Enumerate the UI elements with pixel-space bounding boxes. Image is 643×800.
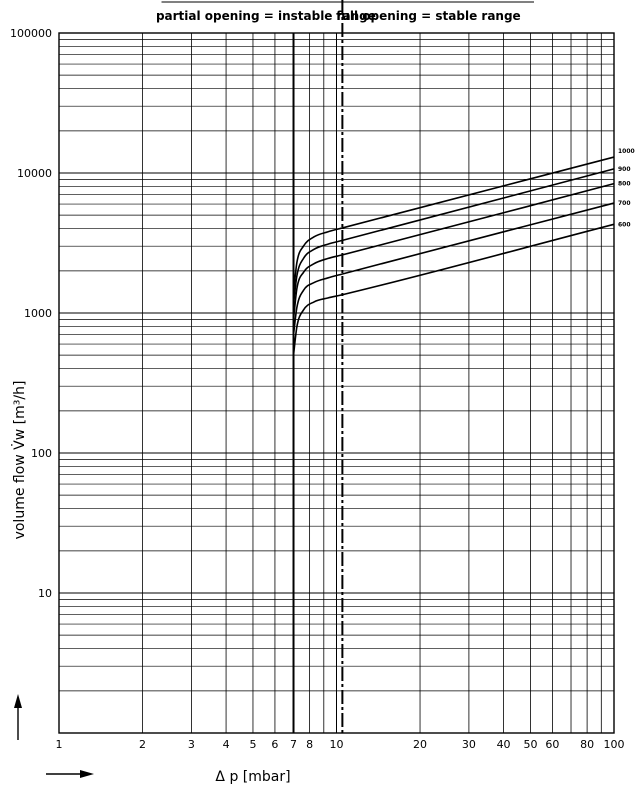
- series-group: 1000 900 800 700 600: [292, 148, 635, 356]
- x-tick-label: 10: [330, 738, 344, 751]
- y-tick-label: 100: [31, 447, 52, 460]
- y-direction-arrow-icon: [14, 694, 22, 740]
- series-line-1000: [292, 156, 615, 293]
- y-tick-label: 10000: [17, 167, 52, 180]
- y-tick-label: 100000: [10, 27, 52, 40]
- x-tick-label: 40: [497, 738, 511, 751]
- x-tick-label: 6: [271, 738, 278, 751]
- x-tick-label: 30: [462, 738, 476, 751]
- partial-opening-label: partial opening = instable range: [156, 9, 376, 23]
- series-label-700: 700: [618, 200, 631, 207]
- x-tick-label: 4: [223, 738, 230, 751]
- boundary-lines: [292, 0, 344, 733]
- x-tick-label: 20: [413, 738, 427, 751]
- x-tick-label: 8: [306, 738, 313, 751]
- x-tick-label: 1: [56, 738, 63, 751]
- region-header: partial opening = instable range full op…: [156, 1, 534, 23]
- x-direction-arrow-icon: [46, 770, 94, 778]
- y-tick-label: 1000: [24, 307, 52, 320]
- x-tick-label: 3: [188, 738, 195, 751]
- series-line-600: [292, 223, 615, 356]
- series-label-600: 600: [618, 221, 631, 228]
- series-line-900: [292, 168, 615, 305]
- y-axis-ticks: 10 100 1000 10000 100000: [10, 27, 52, 600]
- x-tick-label: 60: [545, 738, 559, 751]
- series-line-700: [292, 202, 615, 335]
- series-line-800: [292, 182, 615, 320]
- x-tick-label: 50: [523, 738, 537, 751]
- x-tick-label: 80: [580, 738, 594, 751]
- x-axis-label: Δ p [mbar]: [215, 769, 290, 785]
- x-tick-label: 5: [249, 738, 256, 751]
- x-axis-ticks: 1 2 3 4 5 6 7 8 10 20 30 40 50 60 80 100: [56, 738, 625, 751]
- full-opening-label: full opening = stable range: [336, 9, 521, 23]
- y-axis-label: volume flow V̇w [m³/h]: [11, 381, 28, 540]
- x-tick-label: 100: [604, 738, 625, 751]
- x-tick-label: 7: [290, 738, 297, 751]
- x-tick-label: 2: [139, 738, 146, 751]
- y-tick-label: 10: [38, 587, 52, 600]
- series-label-900: 900: [618, 166, 631, 173]
- plot-frame: [58, 32, 615, 734]
- series-label-800: 800: [618, 181, 631, 188]
- series-label-1000: 1000: [618, 148, 635, 155]
- grid: [59, 33, 614, 733]
